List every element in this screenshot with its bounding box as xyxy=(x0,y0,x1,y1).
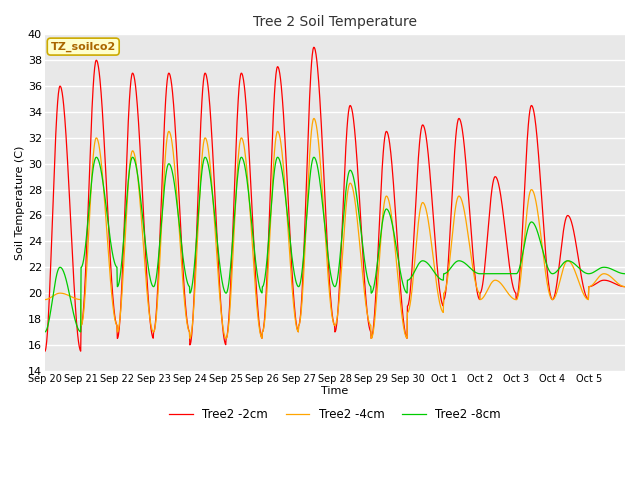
Tree2 -4cm xyxy=(621,284,628,289)
Tree2 -2cm xyxy=(308,49,316,55)
Tree2 -2cm xyxy=(132,83,140,88)
X-axis label: Time: Time xyxy=(321,386,349,396)
Tree2 -4cm xyxy=(557,273,565,279)
Tree2 -4cm xyxy=(132,156,140,162)
Tree2 -4cm xyxy=(309,117,317,123)
Tree2 -2cm xyxy=(614,282,621,288)
Line: Tree2 -4cm: Tree2 -4cm xyxy=(45,119,625,338)
Line: Tree2 -8cm: Tree2 -8cm xyxy=(45,157,625,332)
Tree2 -8cm xyxy=(320,215,328,221)
Legend: Tree2 -2cm, Tree2 -4cm, Tree2 -8cm: Tree2 -2cm, Tree2 -4cm, Tree2 -8cm xyxy=(164,403,506,425)
Tree2 -4cm xyxy=(321,218,328,224)
Tree2 -2cm xyxy=(621,284,628,289)
Tree2 -8cm xyxy=(309,156,317,161)
Tree2 -2cm xyxy=(557,249,564,254)
Tree2 -8cm xyxy=(614,269,621,275)
Tree2 -8cm xyxy=(621,271,628,276)
Tree2 -8cm xyxy=(557,264,564,269)
Tree2 -4cm xyxy=(310,116,317,121)
Tree2 -4cm xyxy=(472,283,480,288)
Tree2 -8cm xyxy=(41,329,49,335)
Text: TZ_soilco2: TZ_soilco2 xyxy=(51,41,116,52)
Line: Tree2 -2cm: Tree2 -2cm xyxy=(45,48,625,351)
Tree2 -8cm xyxy=(132,162,140,168)
Tree2 -2cm xyxy=(310,45,317,50)
Title: Tree 2 Soil Temperature: Tree 2 Soil Temperature xyxy=(253,15,417,29)
Tree2 -4cm xyxy=(186,336,194,341)
Tree2 -8cm xyxy=(472,270,479,276)
Tree2 -8cm xyxy=(92,155,100,160)
Tree2 -4cm xyxy=(614,280,621,286)
Tree2 -2cm xyxy=(472,280,479,286)
Y-axis label: Soil Temperature (C): Soil Temperature (C) xyxy=(15,145,25,260)
Tree2 -2cm xyxy=(320,174,328,180)
Tree2 -4cm xyxy=(41,297,49,302)
Tree2 -2cm xyxy=(41,348,49,354)
